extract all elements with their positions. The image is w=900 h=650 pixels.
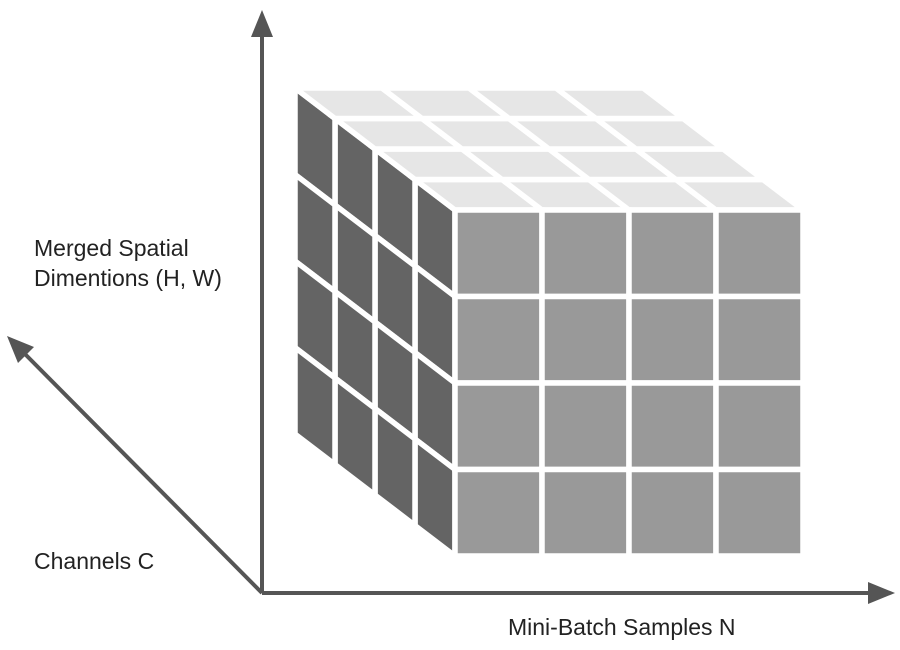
cube-front-cell xyxy=(452,380,545,473)
cube-front-face xyxy=(452,207,806,559)
horizontal-axis-label: Mini-Batch Samples N xyxy=(508,614,736,640)
vertical-axis-label: Merged Spatial Dimentions (H, W) xyxy=(34,233,222,293)
cube-front-cell xyxy=(713,207,806,300)
cube-front-cell xyxy=(539,293,632,386)
cube-top-face xyxy=(286,85,812,213)
cube-front-cell xyxy=(713,466,806,559)
cube-front-cell xyxy=(626,380,719,473)
channels-axis-arrowhead xyxy=(7,336,34,363)
cube-front-cell xyxy=(626,207,719,300)
cube-front-cell xyxy=(626,466,719,559)
cube-top-cell xyxy=(547,85,692,122)
horizontal-axis-arrowhead xyxy=(868,582,895,604)
axes xyxy=(7,10,895,604)
cube-front-cell xyxy=(452,466,545,559)
cube-front-cell xyxy=(539,466,632,559)
cube-front-cell xyxy=(539,207,632,300)
cube-front-cell xyxy=(713,380,806,473)
cube-front-cell xyxy=(452,207,545,300)
channels-axis-label: Channels C xyxy=(34,548,155,574)
cube-front-cell xyxy=(452,293,545,386)
channels-axis xyxy=(19,348,264,595)
cube-front-cell xyxy=(539,380,632,473)
cube-front-cell xyxy=(713,293,806,386)
vertical-axis-arrowhead xyxy=(251,10,273,37)
vertical-axis-label-line1: Merged Spatial xyxy=(34,235,189,261)
tensor-cube xyxy=(286,82,812,562)
vertical-axis-label-line2: Dimentions (H, W) xyxy=(34,265,222,291)
cube-side-cell xyxy=(292,341,338,471)
cube-front-cell xyxy=(626,293,719,386)
